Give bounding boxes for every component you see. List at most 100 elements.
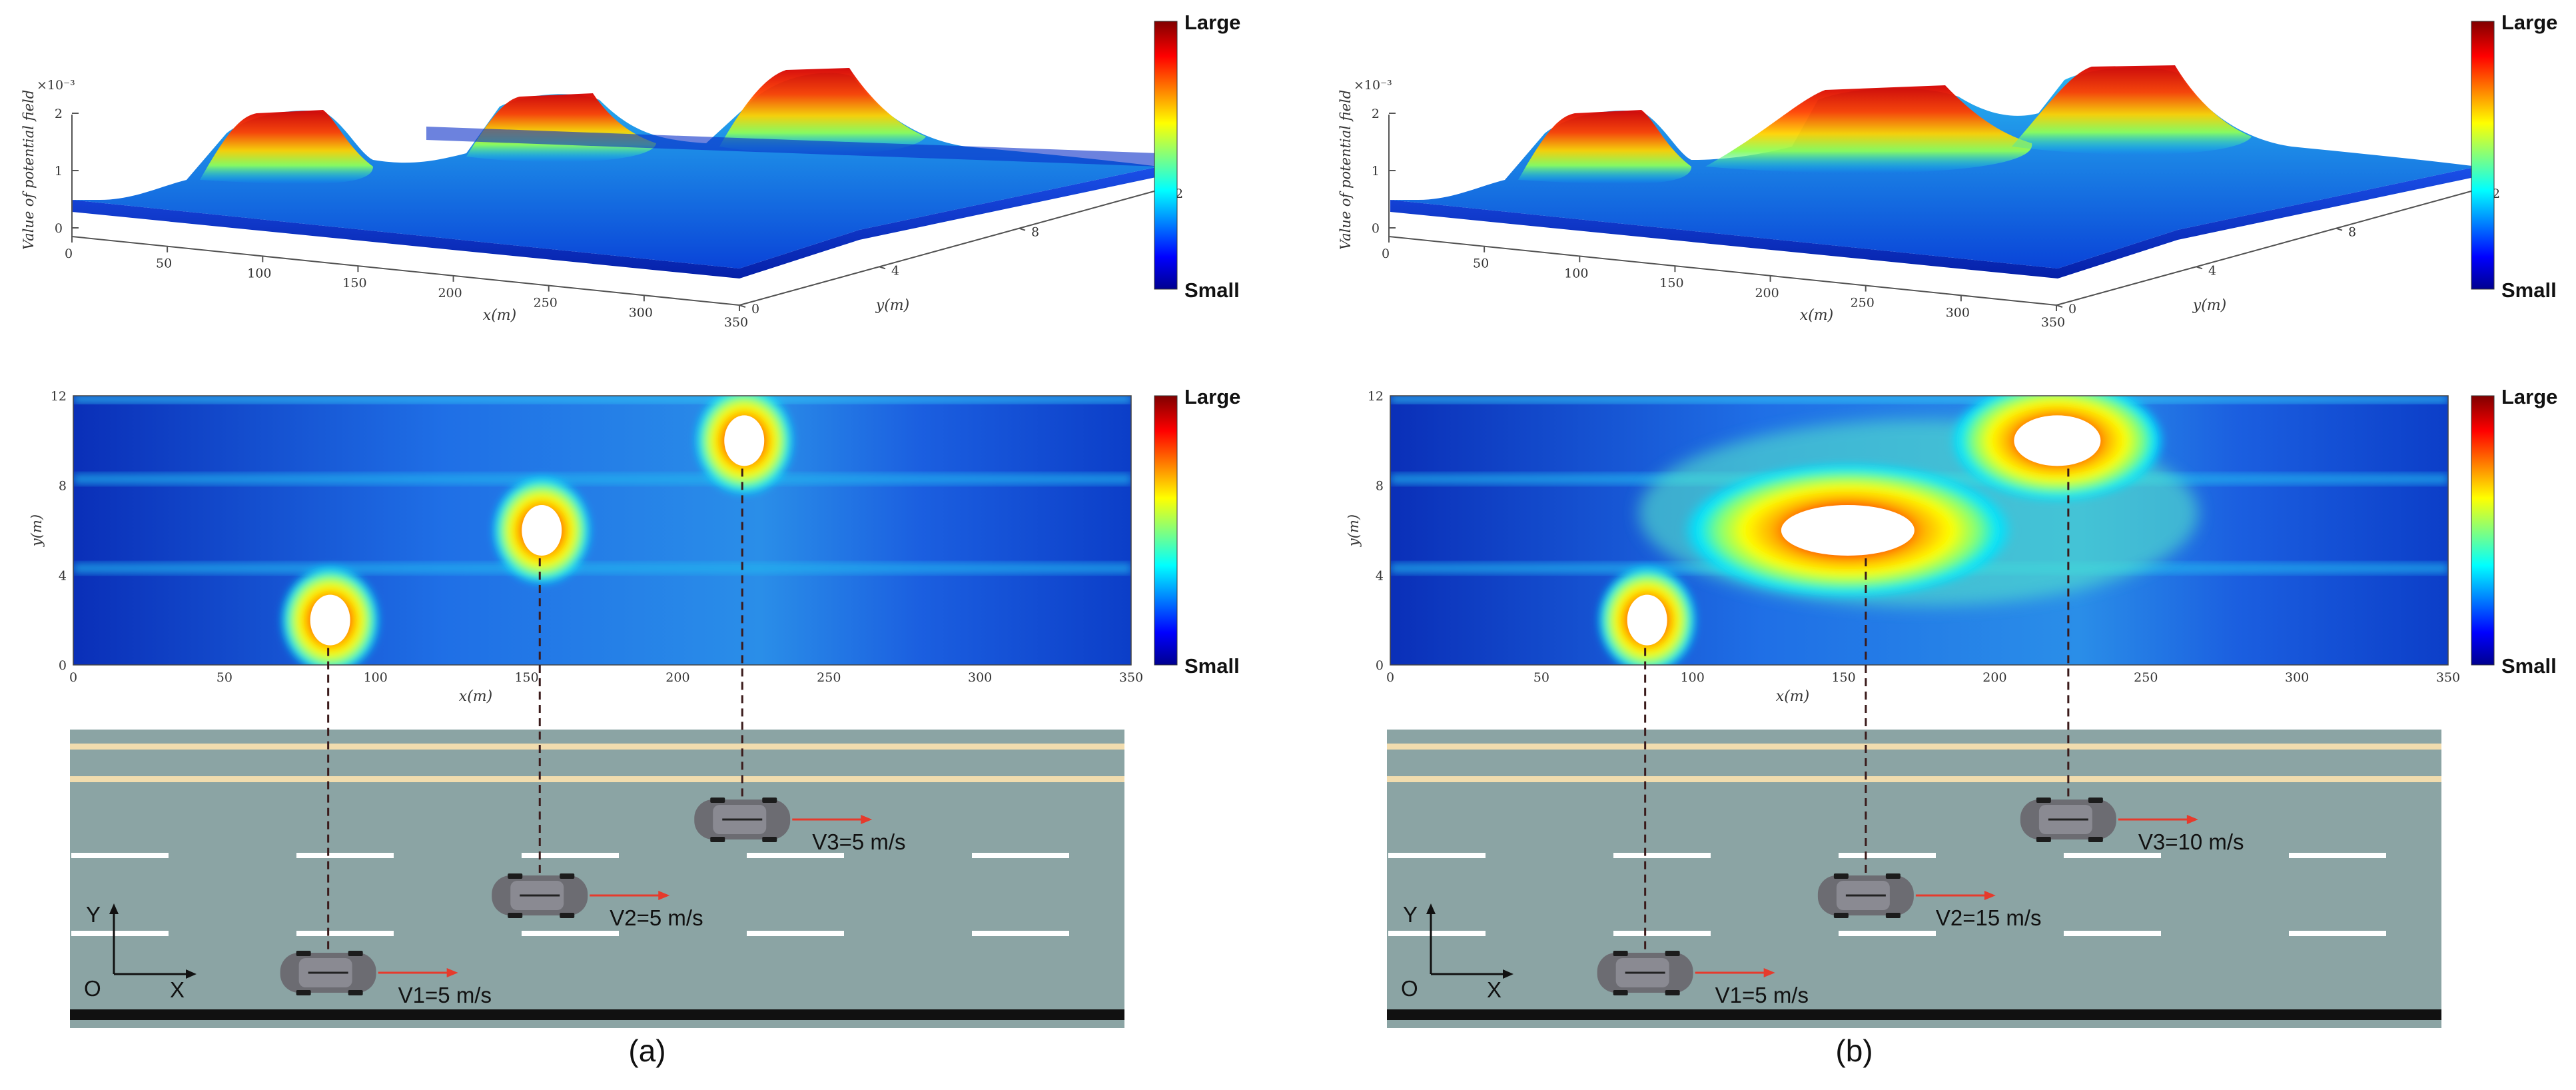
colorbar (2471, 21, 2495, 290)
car-wheel (1613, 951, 1628, 956)
heatmap-frame (73, 395, 1132, 666)
lane-dash (2289, 853, 2386, 858)
road-origin-label: O (84, 976, 101, 1001)
surface-side-b (1390, 167, 2477, 278)
surface-x-tick-label: 250 (534, 296, 558, 310)
velocity-arrowhead (2186, 815, 2198, 824)
surface-peak-a3 (719, 68, 926, 155)
lane-dash (747, 853, 844, 858)
velocity-label-v2: V2=5 m/s (610, 905, 703, 930)
vehicle-core-v1 (1627, 594, 1667, 646)
lane-dash (296, 931, 394, 936)
heatmap-x-tick-label: 250 (817, 670, 841, 685)
car-wheel (1885, 873, 1901, 879)
car-wheel (508, 873, 523, 879)
y-arrowhead (1426, 903, 1436, 914)
surface-x-label: x(m) (1800, 307, 1833, 324)
heatmap-hotspots (1597, 396, 2166, 665)
lane-dash (972, 931, 1069, 936)
colorbar (1154, 395, 1178, 666)
car-wheel (560, 913, 575, 918)
road-origin-label: O (1401, 976, 1418, 1001)
car-wheel (2036, 798, 2051, 803)
heatmap-y-label: y(m) (1346, 514, 1362, 547)
surface-y-tick-label: 0 (751, 302, 759, 316)
surface-y-tick-label: 4 (2208, 263, 2216, 278)
lane-dash (2289, 931, 2386, 936)
surface-x-tick-label: 350 (2041, 315, 2065, 330)
lane-dash (2064, 853, 2161, 858)
surface-x-tick-label: 50 (1473, 257, 1489, 271)
lane-dash (2064, 931, 2161, 936)
road-axes: Y X O (84, 902, 197, 1002)
heatmap-y-tick-label: 12 (51, 389, 67, 404)
lane-dash (1839, 931, 1936, 936)
lane-dash (1839, 853, 1936, 858)
car-wheel (1665, 990, 1680, 995)
road-curb (70, 1009, 1124, 1020)
surface-z-tick-label: 0 (1372, 221, 1380, 236)
heatmap-x-tick-label: 0 (1386, 670, 1394, 685)
lane-dash (71, 853, 169, 858)
car-wheel (762, 798, 777, 803)
colorbar-small-label: Small (2501, 654, 2557, 678)
surface-z-exponent: ×10⁻³ (1354, 78, 1392, 93)
colorbar-small-label: Small (1184, 654, 1240, 678)
surface-x-tick-label: 0 (1382, 247, 1390, 261)
car-wheel (710, 798, 725, 803)
surface-y-tick-mark (879, 266, 886, 270)
road (1387, 730, 2441, 1028)
surface-y-label: y(m) (875, 297, 909, 314)
car-wheel (2036, 837, 2051, 842)
surface-x-tick-label: 250 (1851, 296, 1875, 310)
car-wheel (296, 951, 311, 956)
car-wheel (296, 990, 311, 995)
road (70, 730, 1124, 1028)
heatmap-x-tick-label: 100 (1681, 670, 1705, 685)
vehicle-v2: V2=15 m/s (1817, 558, 2042, 930)
vehicle-v3: V3=5 m/s (694, 468, 906, 854)
heatmap-y-tick-label: 12 (1368, 389, 1384, 404)
colorbar-large-label: Large (2501, 385, 2557, 408)
lane-dash (296, 853, 394, 858)
center-line-yellow (70, 744, 1124, 750)
center-line-yellow (1387, 744, 2441, 750)
surface-y-tick-label: 8 (2348, 225, 2356, 240)
surface-x-tick-label: 50 (156, 257, 172, 271)
heatmap-y-tick-label: 0 (59, 658, 67, 673)
heatmap-x-tick-label: 50 (1533, 670, 1549, 685)
velocity-arrowhead (658, 891, 670, 900)
surface-x-tick-label: 200 (438, 286, 462, 300)
surface-y-tick-mark (2336, 227, 2343, 231)
road-curb (1387, 1009, 2441, 1020)
surface-peak-b3 (2012, 65, 2252, 155)
surface-z-tick-label: 1 (55, 164, 63, 179)
surface-z-tick-label: 0 (55, 221, 63, 236)
surface-y-tick-label: 4 (891, 263, 899, 278)
surface-ridge-a (426, 127, 1159, 167)
lane-dash (747, 931, 844, 936)
surface-y-axis (739, 189, 1160, 306)
surface-x-tick-label: 350 (724, 315, 748, 330)
heatmap-x-tick-label: 350 (2436, 670, 2460, 685)
velocity-arrowhead (861, 815, 873, 824)
vehicle-v3: V3=10 m/s (2020, 468, 2244, 854)
surface-x-tick-label: 100 (247, 266, 271, 280)
surface-x-axis (71, 236, 740, 306)
surface-x-tick-label: 100 (1564, 266, 1588, 280)
lane-band-a-low (73, 564, 1131, 573)
heatmap-y-tick-label: 8 (59, 479, 67, 494)
heatmap-x-tick-label: 300 (968, 670, 992, 685)
road-axis-x-label: X (170, 977, 185, 1002)
heatmap-x-tick-label: 200 (1982, 670, 2006, 685)
road-axis-x-label: X (1487, 977, 1502, 1002)
surface-z-label: Value of potential field (21, 90, 37, 250)
car-wheel (508, 913, 523, 918)
lane-band-a-top (73, 396, 1131, 402)
vehicle-core-v1 (310, 594, 350, 646)
car-wheel (762, 837, 777, 842)
heatmap-background-a (73, 396, 1131, 665)
panel-label: (a) (628, 1033, 665, 1068)
car-wheel (1665, 951, 1680, 956)
